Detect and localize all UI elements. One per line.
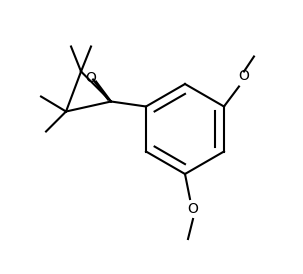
Text: O: O xyxy=(85,72,96,85)
Text: O: O xyxy=(238,70,249,84)
Text: O: O xyxy=(188,202,198,216)
